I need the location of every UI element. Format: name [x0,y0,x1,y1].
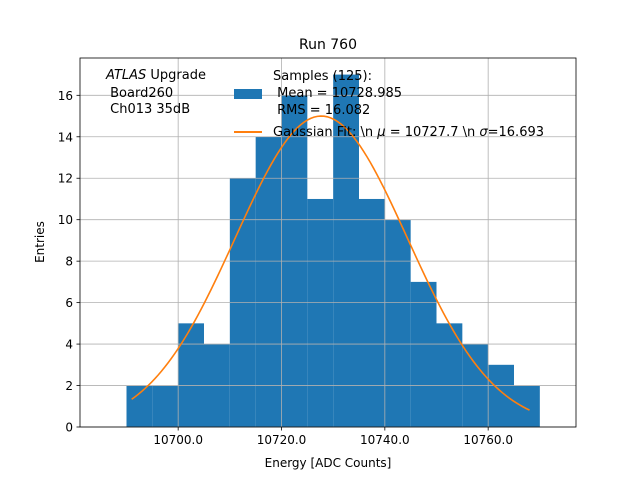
legend-fit-prefix: Gaussian Fit: \n [273,125,377,140]
legend-rms-line: RMS = 16.082 [273,103,370,118]
histogram-bar [410,281,437,427]
histogram-bar [514,385,540,427]
x-tick-label: 10740.0 [360,433,410,447]
y-tick-label: 12 [58,172,73,186]
y-tick-label: 8 [65,255,73,269]
atlas-italic: ATLAS [105,68,146,83]
gaussian-fit-layer [131,115,530,411]
legend-bar-swatch [234,89,262,99]
histogram-bar [384,219,411,427]
histogram-bar [488,364,514,427]
histogram-bar [307,198,334,427]
y-axis-label: Entries [33,221,47,263]
atlas-annotation: ATLAS Upgrade Board260 Ch013 35dB [105,68,206,117]
x-tick-label: 10720.0 [257,433,307,447]
plot-frame [79,57,577,428]
gaussian-fit-curve [131,115,530,411]
y-tick-label: 0 [65,421,73,435]
legend-samples-line: Samples (125): [273,69,372,84]
chart-title: Run 760 [299,37,357,53]
legend-fit-sigma-symbol: σ [479,125,488,140]
histogram-bar [436,323,463,427]
y-tick-label: 6 [65,296,73,310]
x-axis-label: Energy [ADC Counts] [265,456,392,470]
legend-fit-mid: = 10727.7 \n [386,125,480,140]
histogram-bar [255,136,282,428]
legend-fit-label: Gaussian Fit: \n μ = 10727.7 \n σ=16.693 [273,125,544,140]
channel-label: Ch013 35dB [106,102,190,117]
y-tick-label: 10 [58,213,73,227]
x-axis-ticks: 10700.0 10720.0 10740.0 10760.0 [153,427,513,447]
atlas-upgrade: Upgrade [146,68,206,83]
histogram-bar [152,385,179,427]
legend: Samples (125): Mean = 10728.985 RMS = 16… [234,69,544,140]
legend-mean-line: Mean = 10728.985 [273,86,402,101]
legend-fit-end: =16.693 [488,125,544,140]
board-label: Board260 [106,86,173,101]
y-axis-ticks: 0 2 4 6 8 10 12 14 16 [58,89,80,435]
histogram-bar [359,198,385,427]
atlas-label: ATLAS Upgrade [105,68,206,83]
y-tick-label: 4 [65,338,73,352]
x-tick-label: 10700.0 [153,433,203,447]
y-tick-label: 16 [58,89,73,103]
histogram-bar [333,74,359,428]
legend-fit-mu-symbol: μ [376,125,385,140]
histogram-bar [126,385,153,427]
x-tick-label: 10760.0 [463,433,513,447]
y-tick-label: 2 [65,379,73,393]
y-tick-label: 14 [58,130,73,144]
histogram-bar [178,323,204,427]
